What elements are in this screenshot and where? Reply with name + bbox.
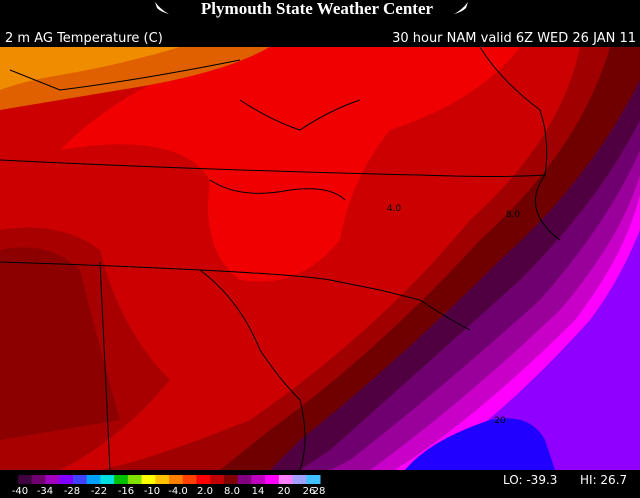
low-value: LO: -39.3 (503, 473, 557, 487)
colorbar-swatch (265, 475, 280, 484)
colorbar-swatch (182, 475, 197, 484)
colorbar-swatch (251, 475, 266, 484)
colorbar-swatch (223, 475, 239, 484)
colorbar-label: 28 (313, 486, 326, 497)
state-border (0, 47, 561, 470)
colorbar-swatch (100, 475, 115, 484)
colorbar-swatch (45, 475, 60, 484)
colorbar-label: -4.0 (168, 486, 188, 497)
colorbar-label: 26 (303, 486, 316, 497)
title: Plymouth State Weather Center (201, 0, 434, 18)
colorbar-label: 8.0 (224, 486, 240, 497)
colorbar-swatch (59, 475, 74, 484)
colorbar-swatch (169, 475, 184, 484)
colorbar-label: -10 (144, 486, 160, 497)
map: 4.0 8.0 20 (0, 47, 640, 470)
colorbar-swatch (292, 475, 307, 484)
colorbar-swatch (86, 475, 101, 484)
colorbar-label: 14 (252, 486, 265, 497)
temp-band (420, 230, 640, 470)
high-value: HI: 26.7 (580, 473, 627, 487)
contour-label: 20 (494, 416, 506, 426)
temp-band (0, 47, 180, 90)
colorbar-label: -28 (64, 486, 80, 497)
colorbar-swatch (141, 475, 156, 484)
colorbar-label: -22 (91, 486, 107, 497)
field-label: 2 m AG Temperature (C) (5, 31, 163, 46)
colorbar-label: -40 (12, 486, 28, 497)
valid-time: 30 hour NAM valid 6Z WED 26 JAN 11 (392, 31, 636, 46)
colorbar-swatch (18, 475, 33, 484)
colorbar-swatch (278, 475, 294, 484)
temp-band (405, 418, 555, 470)
colorbar-label: -34 (37, 486, 53, 497)
temp-band (60, 47, 520, 282)
colorbar-swatch (155, 475, 170, 484)
colorbar-swatch (72, 475, 88, 484)
colorbar-label: 20 (278, 486, 291, 497)
temp-band (0, 247, 120, 440)
contour-label: 8.0 (506, 210, 521, 220)
colorbar-swatch (196, 475, 211, 484)
contour-label: 4.0 (387, 204, 402, 214)
colorbar-swatch (31, 475, 46, 484)
colorbar-swatch (114, 475, 129, 484)
colorbar-swatch (210, 475, 225, 484)
colorbar-label: 2.0 (197, 486, 213, 497)
colorbar-swatch (306, 475, 321, 484)
colorbar-swatch (127, 475, 143, 484)
colorbar-swatch (237, 475, 252, 484)
colorbar-label: -16 (118, 486, 134, 497)
